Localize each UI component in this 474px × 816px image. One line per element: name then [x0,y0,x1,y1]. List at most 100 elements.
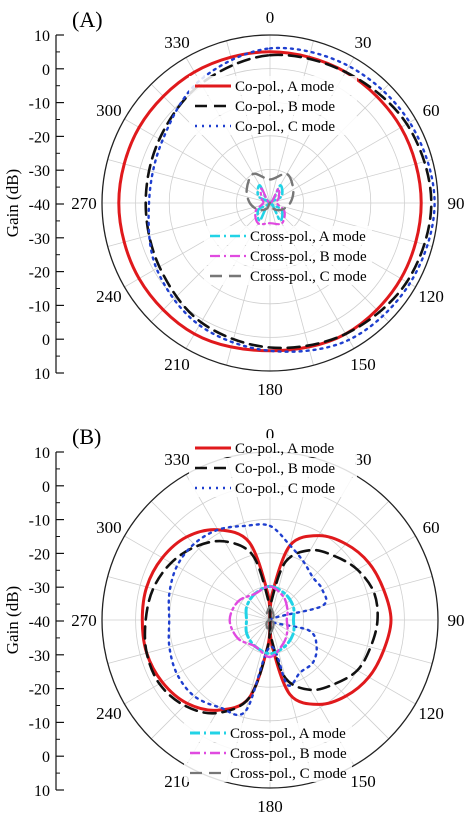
angle-tick-label: 240 [96,704,122,723]
angle-tick-label: 60 [423,518,440,537]
angle-tick-label: 120 [418,287,444,306]
series-line-cross-pol-a-mode [244,584,296,656]
legend-label: Cross-pol., C mode [230,766,347,782]
legend-label: Co-pol., C mode [235,119,335,135]
legend-bg [189,458,357,477]
angle-tick-label: 270 [71,194,97,213]
radial-tick-label: -40 [29,614,50,631]
legend-label: Cross-pol., B mode [250,249,367,265]
legend-bg [189,478,357,497]
grid-spoke [269,474,355,621]
grid-spoke [269,118,416,204]
grid-spoke [269,619,416,705]
grid-spoke [107,202,271,247]
legend-bg [189,116,357,135]
radial-tick-label: 10 [34,445,50,462]
series-line-cross-pol-c-mode [265,605,275,635]
series-line-co-pol-a-mode [117,50,423,353]
legend-bg [204,226,372,245]
polar-panel-a: 0 30 60 90 120 150 180 210 240 270 300 330 10 0 -10 -20… [3,7,465,399]
polar-frame [101,34,439,372]
angle-tick-label: 150 [350,355,376,374]
panel-label: (B) [72,424,101,449]
angle-tick-label: 330 [164,450,190,469]
angle-tick-label: 210 [164,355,190,374]
radial-tick-label: -30 [29,163,50,180]
grid-spoke [185,474,271,621]
series-line-cross-pol-b-mode [228,585,289,659]
angle-tick-label: 30 [355,450,372,469]
radial-tick-label: -40 [29,197,50,214]
series-line-co-pol-c-mode [167,523,328,717]
legend-label: Co-pol., C mode [235,481,335,497]
radial-tick-label: -30 [29,580,50,597]
angle-tick-label: 150 [350,772,376,791]
series-line-cross-pol-b-mode [254,187,286,226]
angle-tick-label: 270 [71,611,97,630]
legend-bg [184,743,352,762]
radial-tick-label: 0 [42,62,50,79]
grid-spoke [269,535,416,621]
series-line-co-pol-b-mode [144,53,433,350]
radial-tick-label: 0 [42,479,50,496]
angle-tick-label: 60 [423,101,440,120]
panel-label: (A) [72,7,103,32]
radial-tick-label: -30 [29,231,50,248]
grid-spoke [107,619,271,664]
radial-tick-label: 10 [34,783,50,800]
angle-tick-label: 210 [164,772,190,791]
radial-tick-label: -20 [29,682,50,699]
angle-tick-label: 180 [257,380,283,399]
legend-bg [189,96,357,115]
polar-panel-b: 0 30 60 90 120 150 180 210 240 270 300 330 10 0 -10 -20… [3,424,465,816]
angle-tick-label: 330 [164,33,190,52]
legend-label: Cross-pol., A mode [250,229,366,245]
grid-spoke [269,159,433,204]
legend-label: Co-pol., B mode [235,461,335,477]
grid-spoke [150,83,271,204]
legend-label: Co-pol., A mode [235,441,335,457]
radial-tick-label: -20 [29,546,50,563]
angle-tick-label: 180 [257,797,283,816]
grid-spoke [124,202,271,288]
legend-bg [189,76,357,95]
radial-tick-label: -20 [29,265,50,282]
y-axis-label: Gain (dB) [3,169,22,237]
grid-spoke [124,535,271,621]
radial-tick-label: 0 [42,749,50,766]
legend-bg [204,266,372,285]
series-line-co-pol-c-mode [147,46,436,353]
grid-spoke [107,576,271,621]
radial-tick-label: -30 [29,648,50,665]
radial-tick-label: -10 [29,96,50,113]
legend-label: Cross-pol., C mode [250,269,367,285]
angle-tick-label: 300 [96,518,122,537]
radial-tick-label: -10 [29,298,50,315]
angle-tick-label: 240 [96,287,122,306]
series-line-cross-pol-c-mode [245,172,295,212]
angle-tick-label: 90 [448,611,465,630]
angle-tick-label: 90 [448,194,465,213]
grid-spoke [269,83,390,204]
legend-bg [184,763,352,782]
legend-label: Cross-pol., B mode [230,746,347,762]
angle-tick-label: 0 [266,8,275,27]
legend-bg [189,438,357,457]
angle-tick-label: 30 [355,33,372,52]
angle-tick-label: 300 [96,101,122,120]
legend-label: Co-pol., B mode [235,99,335,115]
radial-tick-label: 10 [34,366,50,383]
angle-tick-label: 0 [266,425,275,444]
grid-spoke [124,619,271,705]
angle-tick-label: 120 [418,704,444,723]
legend-bg [204,246,372,265]
radial-tick-label: -20 [29,129,50,146]
radial-tick-label: 10 [34,28,50,45]
legend-label: Co-pol., A mode [235,79,335,95]
radial-tick-label: -10 [29,715,50,732]
grid-spoke [107,159,271,204]
legend-bg [184,723,352,742]
radial-tick-label: 0 [42,332,50,349]
y-axis-label: Gain (dB) [3,586,22,654]
